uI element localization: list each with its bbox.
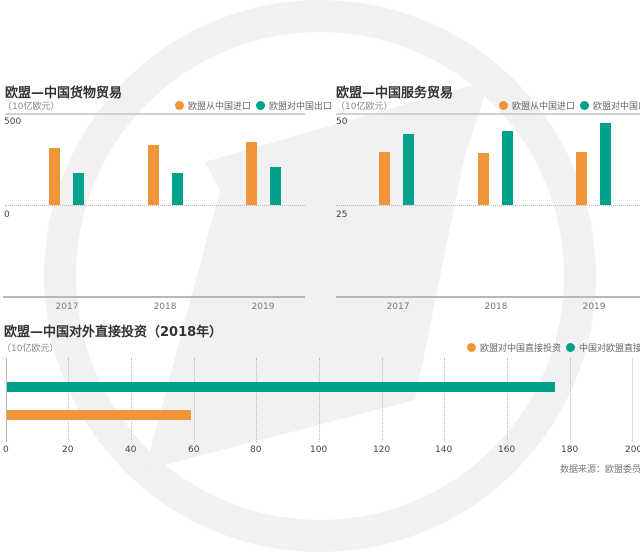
- fdi-xtick: 0: [3, 445, 9, 455]
- teal-legend-dot-icon: [256, 101, 266, 110]
- goods-xtick-2018: 2018: [153, 302, 177, 312]
- services-x-axis: [336, 296, 640, 298]
- goods-zero-line: [5, 205, 305, 206]
- fdi-xtick: 180: [561, 445, 579, 455]
- services-ytick-max: 50: [336, 117, 348, 127]
- goods-bar-export-2017: [73, 173, 84, 205]
- fdi-xtick: 40: [125, 445, 137, 455]
- fdi-xtick: 200: [625, 445, 640, 455]
- fdi-xtick: 60: [188, 445, 200, 455]
- goods-bar-import-2018: [148, 145, 159, 205]
- legend-label-imports: 欧盟从中国进口: [188, 102, 252, 112]
- fdi-gridline: [570, 358, 571, 442]
- fdi-y-axis: [6, 358, 7, 442]
- fdi-gridline: [68, 358, 69, 442]
- fdi-xtick: 100: [310, 445, 328, 455]
- services-bar-export-2019: [600, 123, 611, 205]
- services-chart-unit: （10亿欧元）: [336, 102, 393, 112]
- goods-xtick-2017: 2017: [55, 302, 79, 312]
- orange-legend-dot-icon: [175, 101, 184, 110]
- fdi-chart-title: 欧盟—中国对外直接投资（2018年）: [4, 325, 223, 340]
- services-bar-import-2018: [478, 153, 489, 205]
- fdi-gridline: [507, 358, 508, 442]
- fdi-xtick: 20: [62, 445, 74, 455]
- fdi-xtick: 120: [373, 445, 391, 455]
- legend-label-exports: 欧盟对中国出口: [269, 102, 333, 112]
- services-bar-export-2018: [502, 131, 513, 205]
- services-bar-import-2017: [379, 152, 390, 205]
- fdi-xtick: 160: [498, 445, 516, 455]
- fdi-gridline-end: [632, 358, 633, 442]
- fdi-gridline: [256, 358, 257, 442]
- goods-chart-title: 欧盟—中国货物贸易: [5, 86, 123, 101]
- goods-chart-legend: 欧盟从中国进口 欧盟对中国出口: [170, 99, 332, 112]
- fdi-gridline: [194, 358, 195, 442]
- orange-legend-dot-icon: [467, 343, 476, 352]
- data-source-note: 数据来源：欧盟委员会: [560, 465, 640, 475]
- fdi-chart-unit: （10亿欧元）: [2, 344, 59, 354]
- orange-legend-dot-icon: [499, 101, 508, 110]
- legend-label-imports: 欧盟从中国进口: [512, 102, 576, 112]
- goods-x-axis: [3, 296, 305, 298]
- services-chart-legend: 欧盟从中国进口 欧盟对中国出口: [494, 99, 640, 112]
- legend-label-eu-to-china: 欧盟对中国直接投资: [480, 344, 562, 354]
- fdi-bar-china-to-eu: [7, 382, 555, 392]
- goods-top-line: [5, 113, 305, 115]
- goods-bar-import-2017: [49, 148, 60, 205]
- services-ytick-min: 25: [336, 210, 348, 220]
- fdi-xtick: 140: [435, 445, 453, 455]
- services-xtick-2018: 2018: [484, 302, 508, 312]
- fdi-bar-eu-to-china: [7, 410, 191, 420]
- services-xtick-2019: 2019: [582, 302, 606, 312]
- fdi-gridline: [131, 358, 132, 442]
- goods-chart-unit: （10亿欧元）: [3, 102, 60, 112]
- fdi-xtick: 80: [250, 445, 262, 455]
- legend-label-china-to-eu: 中国对欧盟直接投资: [579, 344, 640, 354]
- fdi-gridline: [382, 358, 383, 442]
- services-bar-import-2019: [576, 152, 587, 205]
- goods-xtick-2019: 2019: [251, 302, 275, 312]
- services-xtick-2017: 2017: [386, 302, 410, 312]
- services-bar-export-2017: [403, 134, 414, 205]
- legend-label-exports: 欧盟对中国出口: [593, 102, 640, 112]
- goods-bar-export-2018: [172, 173, 183, 205]
- goods-ytick-min: 0: [4, 210, 10, 220]
- goods-ytick-max: 500: [4, 117, 22, 127]
- fdi-gridline: [319, 358, 320, 442]
- teal-legend-dot-icon: [566, 343, 576, 352]
- goods-bar-export-2019: [270, 167, 281, 205]
- fdi-chart-legend: 欧盟对中国直接投资 中国对欧盟直接投资: [462, 341, 640, 354]
- fdi-gridline: [444, 358, 445, 442]
- services-chart-title: 欧盟—中国服务贸易: [336, 86, 454, 101]
- services-top-line: [336, 113, 640, 115]
- teal-legend-dot-icon: [580, 101, 590, 110]
- services-base-line: [336, 205, 640, 206]
- goods-bar-import-2019: [246, 142, 257, 205]
